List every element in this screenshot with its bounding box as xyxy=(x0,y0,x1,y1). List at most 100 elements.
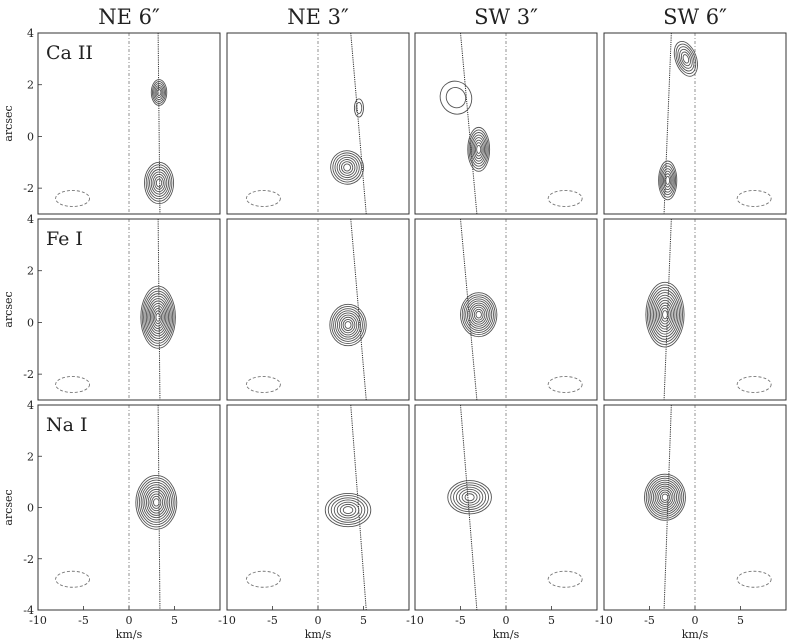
contour-level xyxy=(144,161,175,205)
contour-level xyxy=(147,298,169,337)
column-title-sw-3: SW 3″ xyxy=(474,5,538,29)
model-curve xyxy=(157,219,161,400)
contour-level xyxy=(658,489,672,505)
contour-level xyxy=(338,314,358,336)
panel-sw-3-ca-ii xyxy=(439,33,507,214)
x-tick-label: 5 xyxy=(171,614,178,627)
panel-sw-6-fe-i xyxy=(645,219,696,400)
contour-level xyxy=(646,284,684,345)
contour-level xyxy=(652,483,678,511)
y-axis-label: arcsec xyxy=(2,291,15,327)
x-tick-label: 5 xyxy=(737,614,744,627)
contour-level xyxy=(475,310,482,319)
contour-level xyxy=(659,163,677,198)
y-tick-label: -2 xyxy=(23,553,34,566)
contour-level xyxy=(652,294,677,335)
contour-level xyxy=(153,83,165,102)
contour-level xyxy=(156,88,162,97)
contour-level xyxy=(336,312,360,338)
contour-level xyxy=(145,488,167,516)
beam-ellipse xyxy=(547,570,583,588)
contour-level xyxy=(149,493,164,512)
contour-level xyxy=(649,479,681,515)
panel-frame xyxy=(414,32,598,215)
contour-level xyxy=(142,484,171,521)
contour-level xyxy=(473,308,484,321)
panel-ne-3-ca-ii xyxy=(317,33,367,214)
contour-level xyxy=(342,318,354,332)
contour-level xyxy=(453,484,487,510)
y-axis-label: arcsec xyxy=(2,489,15,525)
contour-level xyxy=(145,164,173,202)
x-axis-label: km/s xyxy=(493,628,520,641)
contour-level xyxy=(147,166,171,200)
contour-level xyxy=(460,292,498,338)
contour-level xyxy=(679,48,693,69)
contour-level xyxy=(331,306,365,344)
contour-level xyxy=(658,160,678,201)
contour-level xyxy=(155,312,161,322)
contour-level xyxy=(473,139,484,160)
contour-level xyxy=(476,144,482,154)
contour-level xyxy=(445,87,467,109)
contour-level xyxy=(339,503,357,517)
contour-level xyxy=(439,80,473,115)
x-tick-label: 5 xyxy=(360,614,367,627)
contour-level xyxy=(152,173,166,193)
contour-level xyxy=(327,495,369,525)
contour-level xyxy=(330,497,366,523)
contour-level xyxy=(469,132,488,167)
contour-level xyxy=(340,316,356,334)
contour-level xyxy=(152,81,167,104)
panel-frame xyxy=(414,404,598,611)
beam-ellipse xyxy=(736,570,772,588)
beam-ellipse xyxy=(245,376,281,393)
contour-level xyxy=(447,480,492,515)
panel-sw-3-na-i xyxy=(447,405,507,610)
contour-level xyxy=(148,300,168,334)
x-tick-label: -10 xyxy=(29,614,47,627)
contour-level xyxy=(144,486,169,519)
panel-frame xyxy=(37,218,221,401)
contour-level xyxy=(468,302,489,327)
y-tick-label: 2 xyxy=(27,265,34,278)
contour-level xyxy=(336,501,360,519)
y-tick-label: -2 xyxy=(23,368,34,381)
contour-level xyxy=(677,46,695,72)
contour-level xyxy=(472,137,485,162)
beam-ellipse xyxy=(55,376,91,393)
contour-level xyxy=(144,293,172,342)
model-curve xyxy=(350,219,367,400)
species-label-fe-i: Fe I xyxy=(46,228,83,250)
model-curve xyxy=(663,33,672,214)
model-curve xyxy=(350,33,367,214)
contour-level xyxy=(343,163,352,172)
x-tick-label: 0 xyxy=(315,614,322,627)
contour-level xyxy=(654,485,676,509)
contour-level xyxy=(150,171,168,195)
contour-level xyxy=(471,134,487,165)
model-curve xyxy=(663,405,672,610)
contour-level xyxy=(645,281,685,348)
x-tick-label: -10 xyxy=(595,614,613,627)
contour-level xyxy=(661,493,669,501)
panel-frame xyxy=(37,32,221,215)
contour-level xyxy=(472,306,486,323)
beam-ellipse xyxy=(245,190,281,207)
y-tick-label: 0 xyxy=(27,502,34,515)
x-axis-label: km/s xyxy=(116,628,143,641)
x-tick-label: -10 xyxy=(218,614,236,627)
contour-level xyxy=(151,495,162,509)
contour-level xyxy=(474,142,483,157)
panel-ne-3-fe-i xyxy=(317,219,367,400)
panel-frame xyxy=(414,218,598,401)
contour-level xyxy=(151,305,165,330)
contour-level xyxy=(651,292,679,338)
panel-frame xyxy=(603,404,787,611)
contour-level xyxy=(662,310,668,320)
contour-level xyxy=(464,493,475,502)
beam-ellipse xyxy=(245,570,281,588)
contour-level xyxy=(333,499,363,521)
model-curve xyxy=(157,33,161,214)
contour-level xyxy=(682,54,690,64)
